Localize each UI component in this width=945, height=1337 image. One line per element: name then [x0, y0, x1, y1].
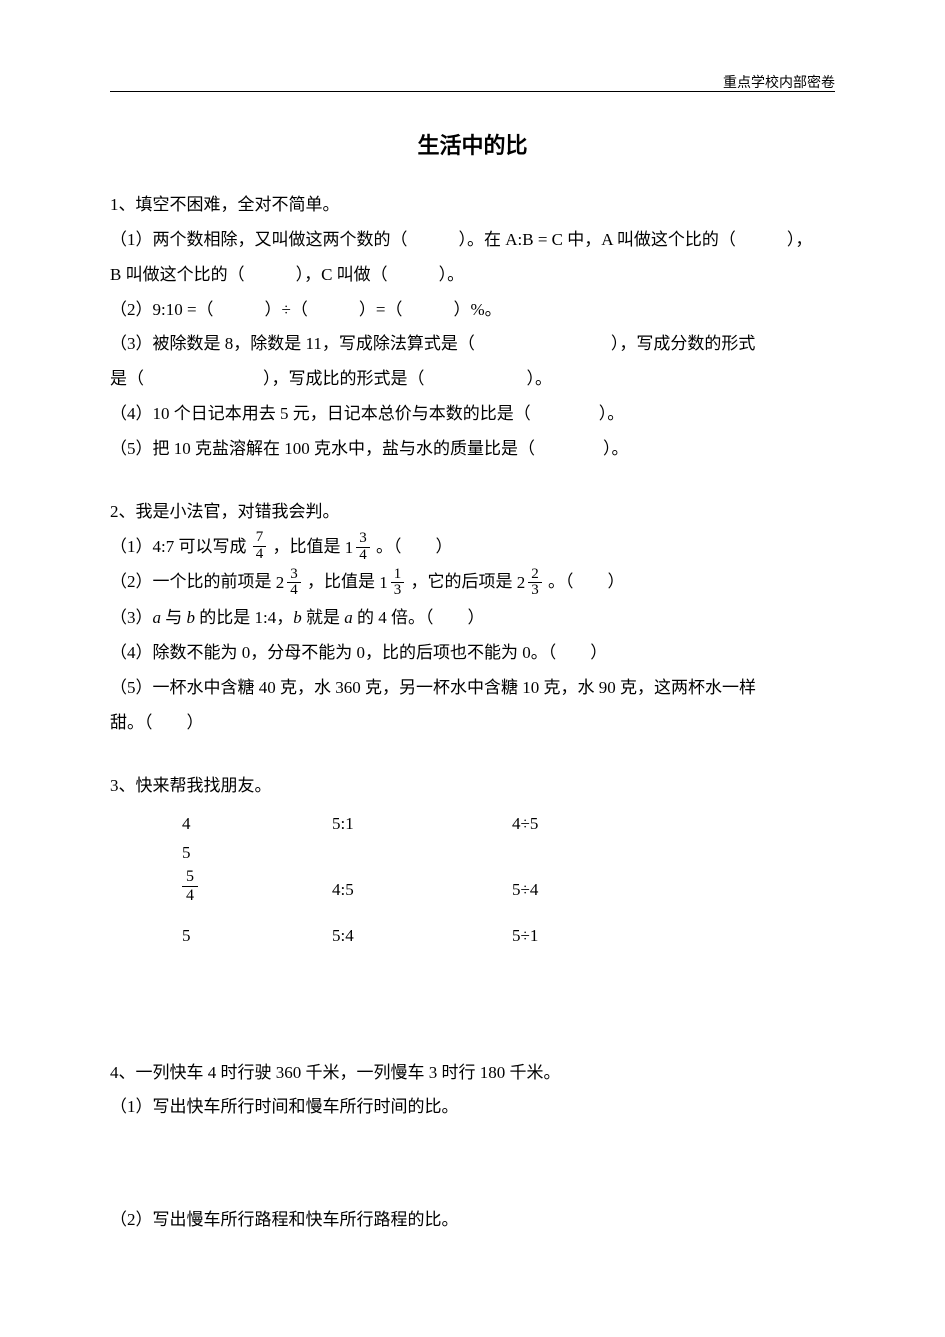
match-c2: 4:5: [332, 873, 512, 908]
mixed-whole: 2: [276, 566, 285, 601]
match-c2: 5:1: [332, 807, 512, 842]
section2-heading: 2、我是小法官，对错我会判。: [110, 495, 835, 530]
frac-num: 3: [356, 531, 370, 547]
gap: [110, 1008, 835, 1056]
mixed-fraction: 113: [379, 566, 406, 602]
header-label: 重点学校内部密卷: [723, 72, 835, 92]
var-b: b: [187, 608, 196, 627]
frac-num: 5: [182, 869, 198, 886]
var-a: a: [153, 608, 162, 627]
mixed-fraction: 134: [345, 530, 372, 566]
fraction-icon: 34: [287, 567, 301, 600]
match-row: 5: [182, 840, 702, 868]
gap: [110, 741, 835, 769]
content-body: 1、填空不困难，全对不简单。 （1）两个数相除，又叫做这两个数的（ ）。在 A:…: [110, 188, 835, 1238]
frac-num: 3: [287, 567, 301, 583]
frac-den: 4: [287, 582, 301, 599]
s1-q3-line2: 是（ ），写成比的形式是（ ）。: [110, 362, 835, 397]
match-c1: 5: [182, 836, 332, 871]
s2-q2: （2）一个比的前项是 234 ，比值是 113 ，它的后项是 223 。（ ）: [110, 565, 835, 601]
frac-den: 3: [391, 582, 405, 599]
mixed-whole: 1: [345, 531, 354, 566]
var-b: b: [293, 608, 302, 627]
match-row: 5 5:4 5÷1: [182, 914, 702, 960]
s1-q4: （4）10 个日记本用去 5 元，日记本总价与本数的比是（ ）。: [110, 397, 835, 432]
fraction-icon: 13: [391, 567, 405, 600]
match-c1: 5: [182, 919, 332, 954]
s2-q4: （4）除数不能为 0，分母不能为 0，比的后项也不能为 0。（ ）: [110, 636, 835, 671]
s2-q5-line2: 甜。（ ）: [110, 706, 835, 741]
s4-q2: （2）写出慢车所行路程和快车所行路程的比。: [110, 1203, 835, 1238]
s2-q5-line1: （5）一杯水中含糖 40 克，水 360 克，另一杯水中含糖 10 克，水 90…: [110, 671, 835, 706]
s2-q2-pre: （2）一个比的前项是: [110, 572, 272, 591]
var-a: a: [344, 608, 353, 627]
header-rule: 重点学校内部密卷: [110, 74, 835, 92]
mixed-whole: 1: [379, 566, 388, 601]
match-row: 5 4 4:5 5÷4: [182, 868, 702, 914]
s2-q1-post: 。（ ）: [376, 537, 453, 556]
section4-heading: 4、一列快车 4 时行驶 360 千米，一列慢车 3 时行 180 千米。: [110, 1056, 835, 1091]
match-row: 4 5:1 4÷5: [182, 810, 702, 840]
section1-heading: 1、填空不困难，全对不简单。: [110, 188, 835, 223]
fraction-icon: 23: [528, 567, 542, 600]
gap: [110, 960, 835, 1008]
gap: [110, 1125, 835, 1173]
frac-num: 1: [391, 567, 405, 583]
match-c1: 5 4: [182, 869, 332, 913]
match-table: 4 5:1 4÷5 5 5 4 4:5 5÷4 5: [110, 810, 835, 960]
fraction-icon: 7 4: [253, 530, 267, 563]
gap: [110, 1173, 835, 1203]
match-c3: 5÷4: [512, 873, 672, 908]
s4-q1: （1）写出快车所行时间和慢车所行时间的比。: [110, 1090, 835, 1125]
s2-q3: （3）a 与 b 的比是 1:4，b 就是 a 的 4 倍。（ ）: [110, 601, 835, 636]
page: 重点学校内部密卷 生活中的比 1、填空不困难，全对不简单。 （1）两个数相除，又…: [0, 0, 945, 1337]
frac-den: 4: [182, 886, 198, 904]
frac-num: 2: [528, 567, 542, 583]
page-title: 生活中的比: [110, 128, 835, 160]
s1-q1-line2: B 叫做这个比的（ ），C 叫做（ ）。: [110, 258, 835, 293]
match-c2: 5:4: [332, 919, 512, 954]
s1-q3-line1: （3）被除数是 8，除数是 11，写成除法算式是（ ），写成分数的形式: [110, 327, 835, 362]
match-c3: 4÷5: [512, 807, 672, 842]
frac-den: 4: [356, 547, 370, 564]
s2-q2-post: 。（ ）: [548, 572, 625, 591]
mixed-fraction: 234: [276, 566, 303, 602]
frac-num: 7: [253, 530, 267, 546]
s2-q2-mid1: ，比值是: [307, 572, 375, 591]
s1-q5: （5）把 10 克盐溶解在 100 克水中，盐与水的质量比是（ ）。: [110, 432, 835, 467]
fraction-icon: 34: [356, 531, 370, 564]
s1-q2: （2）9:10 =（ ）÷（ ）=（ ）%。: [110, 293, 835, 328]
s2-q1: （1）4:7 可以写成 7 4 ，比值是 134 。（ ）: [110, 530, 835, 566]
mixed-whole: 2: [517, 566, 526, 601]
mixed-fraction: 223: [517, 566, 544, 602]
s2-q1-pre: （1）4:7 可以写成: [110, 537, 246, 556]
gap: [110, 467, 835, 495]
s1-q1-line1: （1）两个数相除，又叫做这两个数的（ ）。在 A:B = C 中，A 叫做这个比…: [110, 223, 835, 258]
match-c3: 5÷1: [512, 919, 672, 954]
fraction-icon: 5 4: [182, 869, 198, 904]
s2-q1-mid: ，比值是: [272, 537, 340, 556]
frac-den: 4: [253, 546, 267, 563]
frac-den: 3: [528, 582, 542, 599]
section3-heading: 3、快来帮我找朋友。: [110, 769, 835, 804]
s2-q2-mid2: ，它的后项是: [411, 572, 513, 591]
